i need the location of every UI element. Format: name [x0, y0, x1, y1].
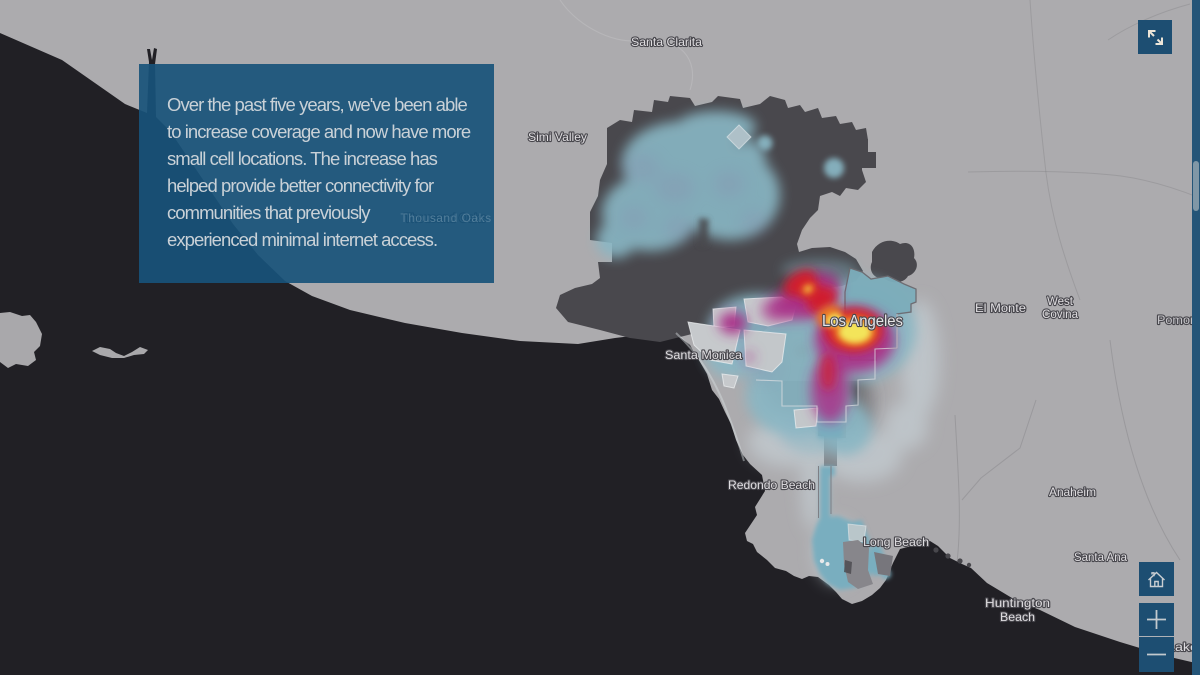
- svg-text:Los Angeles: Los Angeles: [822, 313, 903, 330]
- svg-text:Santa Monica: Santa Monica: [665, 348, 742, 362]
- svg-text:Redondo Beach: Redondo Beach: [728, 478, 815, 492]
- svg-text:Lake: Lake: [1167, 640, 1198, 654]
- svg-text:Beach: Beach: [1000, 610, 1035, 624]
- svg-text:Covina: Covina: [1042, 307, 1078, 321]
- svg-text:Santa Ana: Santa Ana: [1074, 550, 1127, 564]
- svg-text:Santa Clarita: Santa Clarita: [631, 35, 702, 49]
- svg-text:Pomona: Pomona: [1157, 313, 1200, 327]
- svg-text:Huntington: Huntington: [985, 596, 1050, 610]
- svg-text:Anaheim: Anaheim: [1049, 485, 1096, 499]
- svg-text:Simi Valley: Simi Valley: [528, 130, 587, 144]
- svg-text:West: West: [1047, 294, 1074, 308]
- svg-text:Long Beach: Long Beach: [863, 535, 929, 549]
- svg-text:El Monte: El Monte: [975, 301, 1026, 315]
